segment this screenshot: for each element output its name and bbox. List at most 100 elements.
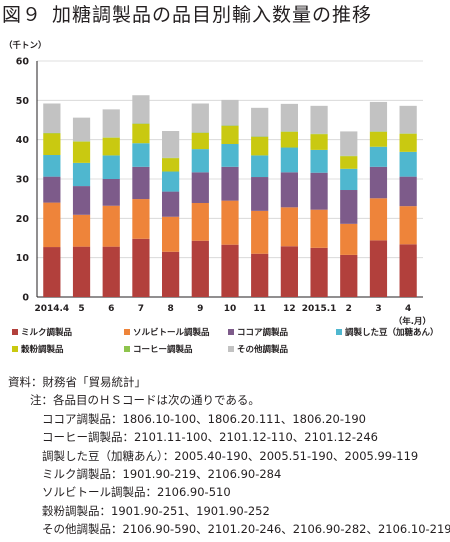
y-tick-label: 50 [16, 96, 30, 107]
y-axis-unit-label: （千トン） [4, 41, 47, 51]
bar-segment [132, 199, 150, 239]
bar-segment [310, 172, 328, 210]
bar-segment [72, 162, 91, 187]
source-note: 資料：財務省「貿易統計」 [8, 375, 146, 389]
legend-label: ココア調製品 [237, 328, 289, 338]
y-tick-label: 40 [16, 135, 30, 146]
stacked-bar-chart: 0 10 20 30 40 50 60 2014.4 5 6 7 8 9 10 11 12 2015.1 2 3 4 （… [16, 57, 431, 328]
bar-segment [340, 156, 358, 169]
bar-segment [369, 166, 388, 199]
x-tick-label: 2 [346, 304, 352, 314]
bar-segment [132, 238, 150, 297]
bar-segment [310, 209, 328, 248]
bar-segment [72, 117, 91, 142]
bar-segment [191, 202, 209, 241]
bar-segment [43, 103, 61, 133]
bar-segment [221, 143, 239, 167]
bar-segment [310, 134, 328, 150]
bar-segment [72, 141, 91, 163]
legend-label: コーヒー調製品 [133, 345, 193, 355]
bar-segment [191, 132, 209, 150]
bar-segment [221, 125, 239, 144]
legend-item: ソルビトール調製品 [124, 326, 210, 338]
bar-segment [72, 186, 91, 215]
bar-segment [399, 105, 417, 134]
y-tick-label: 10 [16, 253, 30, 264]
bar-segment [340, 168, 358, 191]
x-tick-label: 7 [138, 304, 144, 314]
bar-segment [221, 166, 239, 201]
legend-label: ミルク調製品 [21, 328, 73, 338]
figure-title-text: 加糖調製品の品目別輸入数量の推移 [52, 4, 373, 26]
hs-code-item: 穀粉調製品：1901.90-251、1901.90-252 [42, 503, 270, 518]
x-tick-label: 8 [167, 304, 173, 314]
bar-segment [191, 172, 209, 203]
legend-swatch [228, 346, 234, 352]
bar-segment [191, 103, 209, 133]
y-tick-label: 0 [22, 293, 29, 304]
bar-segment [102, 155, 120, 179]
bar-segment [399, 133, 417, 152]
x-tick-label: 2015.1 [302, 304, 337, 314]
figure-title: 図９ 加糖調製品の品目別輸入数量の推移 [2, 0, 372, 27]
bar-segment [280, 172, 298, 208]
bar-segment [310, 247, 328, 297]
bar-segment [369, 101, 388, 132]
legend-item: コーヒー調製品 [124, 343, 193, 355]
notes-section: 資料：財務省「貿易統計」 注：各品目のＨＳコードは次の通りである。 ココア調製品… [0, 373, 450, 539]
bar-segment [102, 179, 120, 206]
bar-segment [369, 198, 388, 241]
bar-segment [102, 205, 120, 247]
legend-label: その他調製品 [237, 345, 289, 355]
bar-segment [162, 251, 180, 297]
bar-segment [340, 190, 358, 224]
bar-segment [102, 137, 120, 156]
y-tick-label: 60 [16, 57, 30, 68]
bar-segment [72, 246, 91, 297]
bar-segment [132, 95, 150, 124]
bar-segment [102, 246, 120, 297]
hs-code-item: その他調製品：2106.90-590、2101.20-246、2106.90-2… [42, 522, 450, 537]
hs-code-note-intro: 注：各品目のＨＳコードは次の通りである。 [30, 393, 260, 408]
legend-swatch [124, 346, 130, 352]
bar-segment [340, 223, 358, 255]
bar-segment [399, 176, 417, 207]
bar-segment [340, 131, 358, 156]
bar-segment [221, 244, 239, 297]
bar-segment [251, 155, 269, 178]
bar-segment [162, 158, 180, 172]
bar-segment [310, 105, 328, 134]
bar-segment [102, 109, 120, 138]
x-tick-label: 3 [375, 304, 381, 314]
legend-swatch [228, 329, 234, 335]
bar-segment [191, 240, 209, 297]
bar-segment [280, 246, 298, 297]
legend-swatch [12, 346, 18, 352]
x-tick-label: 2014.4 [34, 304, 69, 314]
x-tick-label: 4 [405, 304, 411, 314]
bar-segment [310, 149, 328, 173]
bar-segment [162, 191, 180, 217]
legend-item: その他調製品 [228, 343, 288, 355]
bar-segment [43, 247, 61, 297]
bar-segment [72, 214, 91, 247]
hs-code-item: 調製した豆（加糖あん）：2005.40-190、2005.51-190、2005… [42, 448, 419, 463]
bar-segment [280, 103, 298, 132]
legend-label: ソルビトール調製品 [133, 328, 210, 338]
bar-segment [162, 131, 180, 158]
bar-segment [399, 244, 417, 297]
x-tick-label: 9 [197, 304, 203, 314]
hs-code-item: ミルク調製品：1901.90-219、2106.90-284 [42, 467, 282, 482]
bar-segment [340, 254, 358, 297]
hs-code-item: コーヒー調製品：2101.11-100、2101.12-110、2101.12-… [42, 430, 378, 445]
bar-segment [162, 171, 180, 192]
bar-segment [132, 143, 150, 167]
bar-segment [221, 200, 239, 245]
bar-segment [221, 99, 239, 126]
hs-code-list: ココア調製品：1806.10-100、1806.20.111、1806.20-1… [0, 410, 450, 539]
bar-segment [251, 253, 269, 297]
bar-segment [369, 146, 388, 167]
x-tick-label: 11 [253, 304, 266, 314]
legend-item: 調製した豆（加糖あん） [336, 326, 439, 338]
y-tick-label: 20 [16, 214, 30, 225]
